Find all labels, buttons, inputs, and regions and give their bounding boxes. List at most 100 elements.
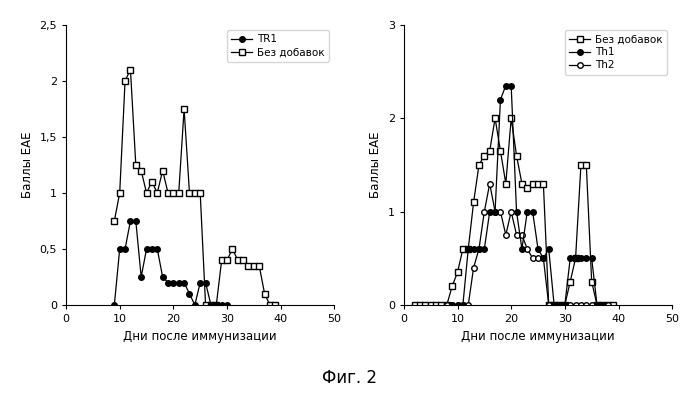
Th1	[464, 246, 473, 251]
Без добавок	[507, 116, 515, 120]
Th2	[491, 209, 499, 214]
Без добавок	[502, 181, 510, 186]
TR1	[121, 246, 130, 251]
Без добавок	[174, 190, 183, 195]
Th2	[442, 303, 451, 307]
Th1	[545, 246, 553, 251]
Без добавок	[190, 190, 199, 195]
Без добавок	[228, 246, 237, 251]
Th2	[502, 233, 510, 237]
TR1	[153, 246, 162, 251]
Без добавок	[260, 292, 269, 296]
Th2	[561, 303, 569, 307]
Без добавок	[534, 181, 542, 186]
Без добавок	[442, 303, 451, 307]
Без добавок	[432, 303, 440, 307]
Без добавок	[153, 190, 162, 195]
Th2	[523, 246, 531, 251]
Th1	[566, 256, 575, 261]
Line: Th2: Th2	[444, 181, 610, 308]
Без добавок	[239, 258, 247, 263]
Без добавок	[550, 303, 559, 307]
Без добавок	[132, 162, 140, 167]
Th1	[470, 246, 478, 251]
Без добавок	[582, 162, 591, 167]
Без добавок	[598, 303, 607, 307]
Без добавок	[458, 246, 467, 251]
Th2	[496, 209, 505, 214]
TR1	[212, 303, 220, 307]
Без добавок	[491, 116, 499, 120]
TR1	[148, 246, 156, 251]
TR1	[169, 280, 178, 285]
TR1	[190, 303, 199, 307]
TR1	[223, 303, 231, 307]
Th1	[534, 246, 542, 251]
Th1	[475, 246, 483, 251]
Без добавок	[470, 200, 478, 205]
Th1	[582, 256, 591, 261]
Без добавок	[566, 279, 575, 284]
Без добавок	[421, 303, 430, 307]
Th1	[480, 246, 489, 251]
Без добавок	[116, 190, 124, 195]
Th1	[512, 209, 521, 214]
Th2	[518, 233, 526, 237]
Без добавок	[577, 162, 585, 167]
TR1	[142, 246, 150, 251]
Без добавок	[416, 303, 424, 307]
Line: TR1: TR1	[111, 218, 230, 308]
Без добавок	[212, 303, 220, 307]
Th1	[555, 303, 564, 307]
Без добавок	[410, 303, 419, 307]
Без добавок	[223, 258, 231, 263]
Th1	[518, 246, 526, 251]
Th2	[545, 303, 553, 307]
Без добавок	[186, 190, 194, 195]
Legend: Без добавок, Th1, Th2: Без добавок, Th1, Th2	[565, 30, 667, 75]
X-axis label: Дни после иммунизации: Дни после иммунизации	[123, 329, 277, 342]
Без добавок	[486, 149, 494, 153]
Без добавок	[561, 303, 569, 307]
Th2	[566, 303, 575, 307]
Th2	[475, 246, 483, 251]
Без добавок	[587, 279, 596, 284]
Без добавок	[164, 190, 172, 195]
Th2	[458, 303, 467, 307]
Th2	[593, 303, 601, 307]
Без добавок	[539, 181, 547, 186]
Th1	[528, 209, 537, 214]
Th2	[582, 303, 591, 307]
Без добавок	[571, 256, 580, 261]
Th2	[550, 303, 559, 307]
Без добавок	[603, 303, 612, 307]
Без добавок	[438, 303, 446, 307]
Y-axis label: Баллы ЕАЕ: Баллы ЕАЕ	[21, 132, 34, 198]
Без добавок	[448, 284, 456, 289]
Без добавок	[426, 303, 435, 307]
Th2	[470, 265, 478, 270]
Line: Th1: Th1	[449, 83, 606, 308]
Без добавок	[609, 303, 617, 307]
Th2	[486, 181, 494, 186]
Th2	[587, 303, 596, 307]
Th2	[598, 303, 607, 307]
TR1	[218, 303, 226, 307]
Без добавок	[158, 168, 167, 173]
Th2	[534, 256, 542, 261]
Без добавок	[202, 303, 210, 307]
Line: Без добавок: Без добавок	[111, 67, 278, 308]
Th2	[577, 303, 585, 307]
Th1	[571, 256, 580, 261]
Th2	[512, 233, 521, 237]
Th1	[539, 256, 547, 261]
Th1	[448, 303, 456, 307]
Без добавок	[110, 218, 118, 223]
Th1	[577, 256, 585, 261]
Legend: TR1, Без добавок: TR1, Без добавок	[228, 30, 329, 62]
Th2	[507, 209, 515, 214]
Th1	[598, 303, 607, 307]
Без добавок	[121, 79, 130, 83]
Без добавок	[126, 67, 134, 72]
Th1	[502, 83, 510, 88]
